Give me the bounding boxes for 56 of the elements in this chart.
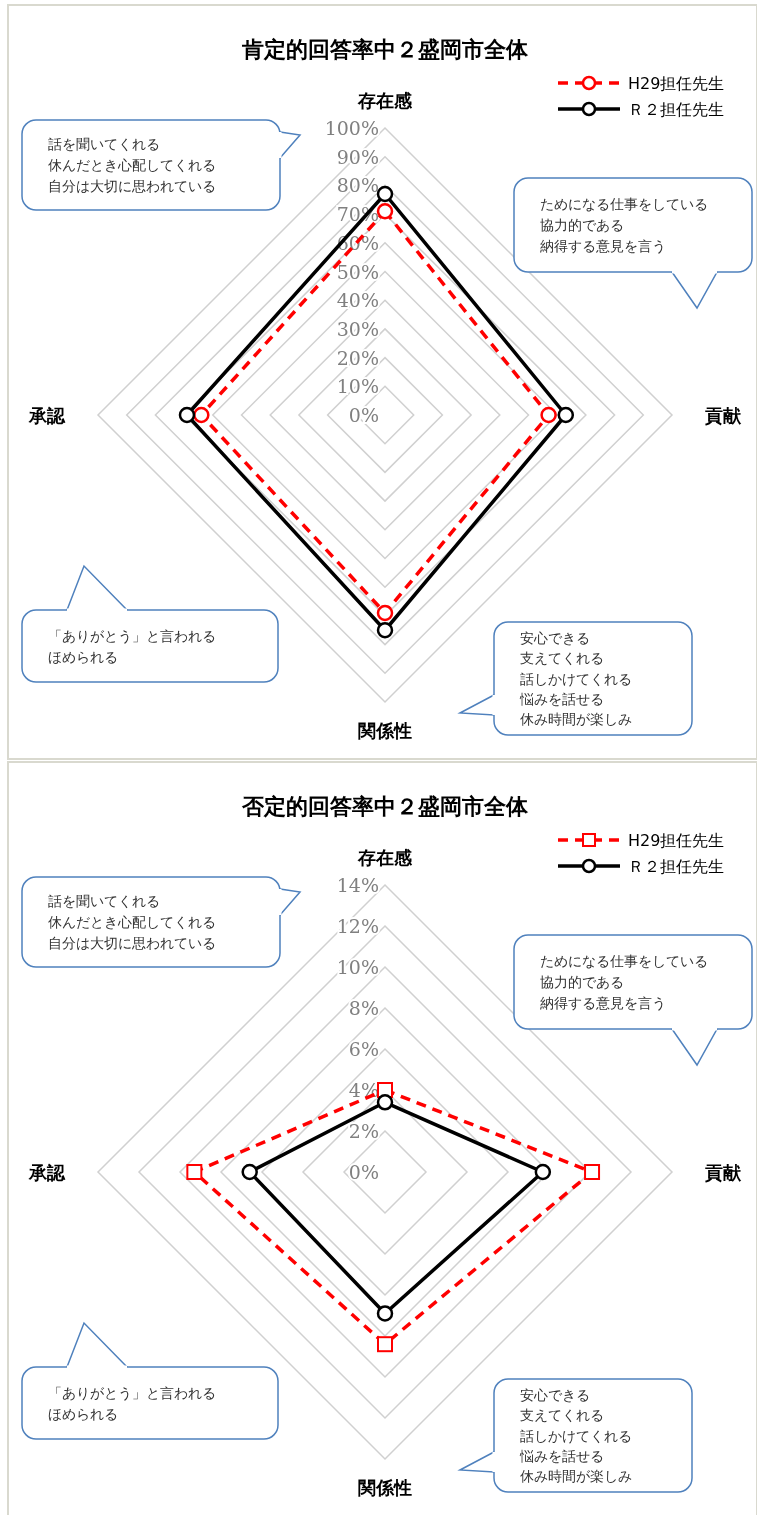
y-tick-label: 8% — [348, 997, 379, 1019]
y-tick-label: 50% — [336, 260, 379, 283]
y-tick-label: 2% — [348, 1120, 379, 1142]
y-tick-label: 10% — [336, 375, 379, 398]
text: ためになる仕事をしている — [540, 953, 708, 969]
text: 話しかけてくれる — [520, 670, 632, 687]
y-tick-label: 0% — [348, 1161, 379, 1183]
text: 協力的である — [540, 974, 624, 990]
legend-label: H29担任先生 — [628, 831, 725, 850]
y-tick-label: 10% — [336, 956, 379, 978]
text: 休んだとき心配してくれる — [48, 914, 216, 930]
text: 安心できる — [520, 630, 590, 647]
y-tick-label: 14% — [336, 874, 379, 896]
legend-label: H29担任先生 — [628, 74, 725, 93]
y-tick-label: 90% — [336, 145, 379, 168]
y-tick-label: 80% — [336, 174, 379, 197]
spoke-label: 承認 — [28, 405, 66, 426]
legend-label: Ｒ２担任先生 — [628, 100, 724, 119]
legend-label: Ｒ２担任先生 — [628, 857, 724, 876]
spoke-label: 承認 — [28, 1162, 66, 1183]
text: 納得する意見を言う — [540, 238, 666, 254]
y-tick-label: 20% — [336, 346, 379, 369]
text: 支えてくれる — [520, 1407, 604, 1424]
spoke-label: 存在感 — [357, 847, 413, 868]
chart-title: 肯定的回答率中２盛岡市全体 — [241, 37, 529, 62]
y-tick-label: 6% — [348, 1038, 379, 1060]
y-tick-label: 0% — [348, 404, 379, 426]
text: 休み時間が楽しみ — [520, 710, 632, 727]
text: 協力的である — [540, 217, 624, 233]
chart-title: 否定的回答率中２盛岡市全体 — [241, 794, 529, 819]
text: 納得する意見を言う — [540, 995, 666, 1011]
text: 「ありがとう」と言われる — [48, 1384, 216, 1401]
text: ほめられる — [48, 648, 118, 665]
y-tick-label: 40% — [336, 289, 379, 312]
spoke-label: 関係性 — [358, 720, 412, 741]
text: 自分は大切に思われている — [48, 935, 216, 951]
text: 悩みを話せる — [519, 690, 604, 707]
text: 話しかけてくれる — [520, 1427, 632, 1444]
spoke-label: 関係性 — [358, 1477, 412, 1498]
text: 話を聞いてくれる — [48, 136, 160, 152]
y-tick-label: 12% — [336, 915, 379, 937]
text: 「ありがとう」と言われる — [48, 627, 216, 644]
text: 安心できる — [520, 1387, 590, 1404]
text: ためになる仕事をしている — [540, 196, 708, 212]
spoke-label: 存在感 — [357, 90, 413, 111]
text: 休み時間が楽しみ — [520, 1467, 632, 1484]
y-tick-label: 100% — [324, 117, 379, 139]
text: 自分は大切に思われている — [48, 178, 216, 194]
spoke-label: 貢献 — [704, 1162, 742, 1183]
text: 話を聞いてくれる — [48, 893, 160, 909]
text: 悩みを話せる — [519, 1447, 604, 1464]
spoke-label: 貢献 — [704, 405, 742, 426]
text: 休んだとき心配してくれる — [48, 157, 216, 173]
text: 支えてくれる — [520, 650, 604, 667]
y-tick-label: 30% — [336, 317, 379, 340]
text: ほめられる — [48, 1405, 118, 1422]
